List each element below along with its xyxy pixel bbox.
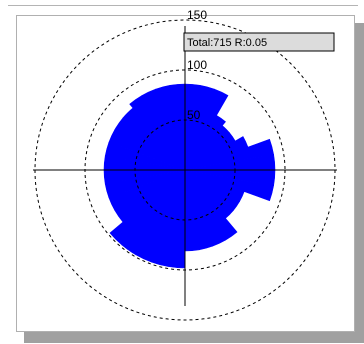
- axes-layer: [33, 26, 337, 306]
- stats-r-value: 0.05: [246, 37, 267, 49]
- ring-label-50: 50: [187, 108, 201, 122]
- stats-r-label: R:: [235, 37, 246, 49]
- rose-sector-3: [184, 115, 226, 171]
- stats-text: Total:715 R:0.05: [187, 37, 267, 49]
- stats-box: Total:715 R:0.05: [183, 32, 335, 52]
- rose-sector-22: [109, 169, 186, 246]
- rose-sector-2: [184, 88, 229, 171]
- ring-labels: 50 100 150: [187, 8, 207, 122]
- top-rule: [8, 5, 358, 6]
- ring-label-100: 100: [187, 58, 207, 72]
- sectors-layer: [103, 83, 276, 269]
- rose-sector-10: [184, 169, 274, 202]
- stats-total-label: Total:: [187, 37, 213, 49]
- stats-total-value: 715: [213, 37, 231, 49]
- ring-label-150: 150: [187, 8, 207, 22]
- stats-box-background: [183, 32, 335, 52]
